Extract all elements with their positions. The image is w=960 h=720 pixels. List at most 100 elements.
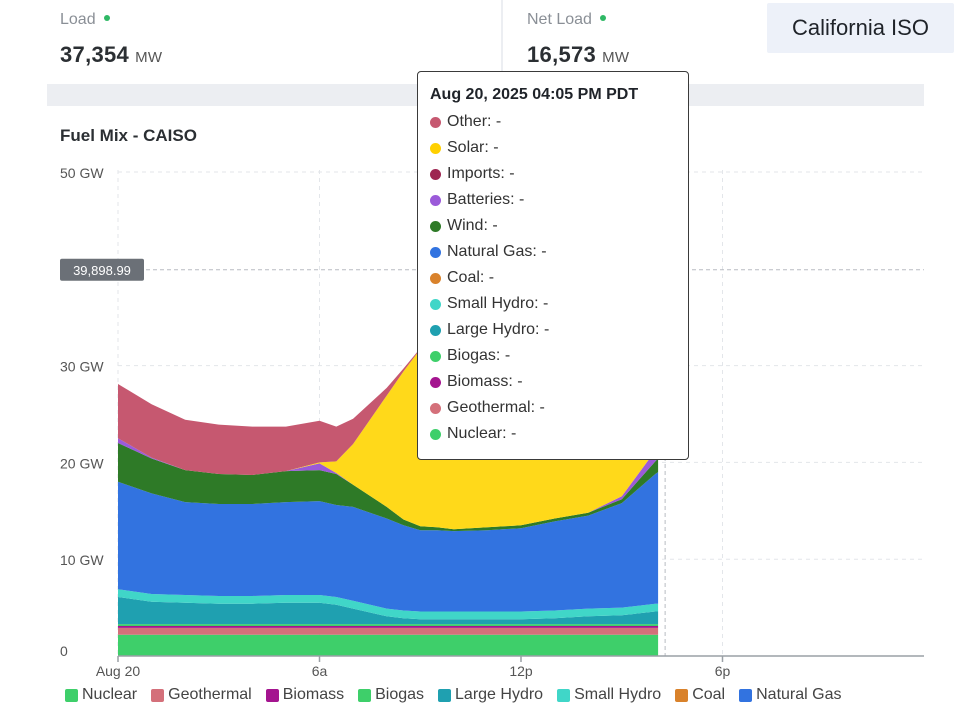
tooltip-entry: Large Hydro: -: [430, 317, 688, 343]
tooltip-entry: Biogas: -: [430, 343, 688, 369]
net-load-value-row: 16,573 MW: [527, 42, 629, 68]
tooltip-entry: Geothermal: -: [430, 395, 688, 421]
tooltip-entry-dot: [430, 116, 441, 128]
legend-item-geothermal[interactable]: Geothermal: [151, 686, 252, 704]
legend-label: Coal: [692, 686, 726, 703]
legend-swatch: [557, 688, 571, 702]
net-load-label-row: Net Load: [527, 11, 606, 29]
tooltip-entry: Biomass: -: [430, 369, 688, 395]
legend-swatch: [358, 688, 372, 702]
area-series-small-hydro: [118, 589, 659, 620]
tooltip-entry-dot: [430, 350, 441, 362]
tooltip-rows: Other: - Solar: - Imports: - Batteries: - Wi…: [430, 109, 688, 447]
x-tick-label: 12p: [509, 663, 533, 679]
area-series-natural-gas: [118, 472, 659, 612]
area-series-biogas: [118, 624, 659, 626]
tooltip-entry: Nuclear: -: [430, 421, 688, 447]
load-label: Load: [60, 11, 96, 28]
net-load-unit: MW: [602, 49, 630, 66]
chart-axes: 0 10 GW 20 GW 30 GW 50 GW Aug 20 6a 12p 6p: [60, 165, 924, 679]
tooltip-entry-dot: [430, 324, 441, 336]
legend-item-small-hydro[interactable]: Small Hydro: [557, 686, 661, 704]
panel-divider: [501, 0, 503, 84]
tooltip-entry: Small Hydro: -: [430, 291, 688, 317]
tooltip-entry: Wind: -: [430, 213, 688, 239]
tooltip-entry-label: Geothermal: -: [447, 399, 545, 416]
legend-item-nuclear[interactable]: Nuclear: [65, 686, 137, 704]
tooltip-entry: Solar: -: [430, 135, 688, 161]
x-tick-label: Aug 20: [96, 663, 141, 679]
tooltip-entry: Coal: -: [430, 265, 688, 291]
area-series-biomass: [118, 626, 659, 628]
x-tick-label: 6a: [312, 663, 328, 679]
y-hover-badge: [60, 258, 144, 281]
legend-item-biomass[interactable]: Biomass: [265, 686, 344, 704]
net-load-status-dot: [599, 15, 606, 21]
y-tick-label: 30 GW: [60, 359, 104, 375]
tooltip-entry-label: Other: -: [447, 113, 502, 130]
tooltip-entry: Natural Gas: -: [430, 239, 688, 265]
legend-label: Geothermal: [168, 686, 252, 703]
load-value: 37,354: [60, 42, 130, 67]
tooltip-entry-label: Batteries: -: [447, 191, 525, 208]
y-tick-label: 50 GW: [60, 165, 104, 181]
tooltip-entry-label: Large Hydro: -: [447, 321, 550, 338]
tooltip-entry-label: Nuclear: -: [447, 425, 517, 442]
legend-item-natural-gas[interactable]: Natural Gas: [739, 686, 841, 704]
tooltip-entry-label: Natural Gas: -: [447, 243, 547, 260]
y-hover-value: 39,898.99: [73, 263, 131, 278]
y-tick-label: 0: [60, 643, 68, 659]
tooltip-entry-dot: [430, 298, 441, 310]
net-load-label: Net Load: [527, 11, 592, 28]
legend-item-large-hydro[interactable]: Large Hydro: [438, 686, 543, 704]
area-series-large-hydro: [118, 597, 659, 625]
hover-tooltip: Aug 20, 2025 04:05 PM PDT Other: - Solar:…: [417, 71, 689, 460]
area-series-wind: [118, 443, 659, 532]
legend-label: Biogas: [375, 686, 425, 703]
tooltip-entry-dot: [430, 142, 441, 154]
y-tick-label: 10 GW: [60, 552, 104, 568]
load-panel: Load 37,354 MW: [47, 0, 499, 84]
y-tick-label: 20 GW: [60, 455, 104, 471]
tooltip-entry-label: Coal: -: [447, 269, 495, 286]
net-load-panel: Net Load 16,573 MW: [514, 0, 924, 84]
x-tick-label: 6p: [715, 663, 731, 679]
chart-legend: Nuclear Geothermal Biomass Biogas Large Hydr…: [65, 684, 841, 706]
tooltip-entry: Imports: -: [430, 161, 688, 187]
net-load-value: 16,573: [527, 42, 597, 67]
load-value-row: 37,354 MW: [60, 42, 162, 68]
legend-label: Natural Gas: [756, 686, 842, 703]
tooltip-entry: Other: -: [430, 109, 688, 135]
load-label-row: Load: [60, 11, 110, 29]
area-series-other: [118, 277, 659, 475]
legend-swatch: [151, 688, 165, 702]
area-series-geothermal: [118, 627, 659, 635]
tooltip-entry-dot: [430, 168, 441, 180]
tooltip-entry-dot: [430, 194, 441, 206]
legend-label: Large Hydro: [455, 686, 544, 703]
tooltip-entry-dot: [430, 402, 441, 414]
tooltip-entry: Batteries: -: [430, 187, 688, 213]
legend-item-coal[interactable]: Coal: [675, 686, 725, 704]
legend-label: Small Hydro: [574, 686, 662, 703]
legend-label: Nuclear: [82, 686, 138, 703]
load-unit: MW: [135, 49, 163, 66]
tooltip-entry-dot: [430, 246, 441, 258]
tooltip-entry-label: Imports: -: [447, 165, 515, 182]
tooltip-entry-dot: [430, 220, 441, 232]
legend-swatch: [675, 688, 689, 702]
tooltip-entry-label: Small Hydro: -: [447, 295, 549, 312]
tooltip-title: Aug 20, 2025 04:05 PM PDT: [430, 86, 639, 103]
tooltip-entry-label: Wind: -: [447, 217, 498, 234]
tooltip-entry-label: Biomass: -: [447, 373, 523, 390]
chart-title: Fuel Mix - CAISO: [60, 126, 197, 145]
legend-swatch: [739, 688, 753, 702]
load-status-dot: [103, 15, 110, 21]
iso-badge: California ISO: [767, 3, 954, 53]
tooltip-entry-label: Solar: -: [447, 139, 499, 156]
legend-swatch: [438, 688, 452, 702]
area-series-nuclear: [118, 634, 659, 656]
tooltip-entry-dot: [430, 272, 441, 284]
legend-item-biogas[interactable]: Biogas: [358, 686, 424, 704]
tooltip-entry-dot: [430, 376, 441, 388]
